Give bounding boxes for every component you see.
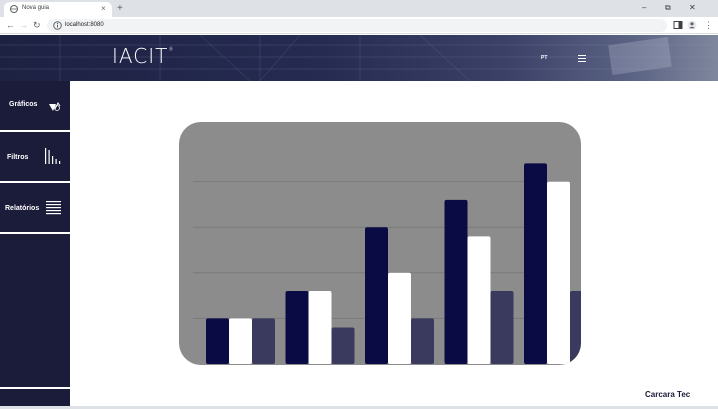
app-header: IACIT® PT xyxy=(0,35,718,81)
chart-bar[interactable] xyxy=(490,291,514,364)
browser-toolbar: ← → ↻ localhost:8080 ⋮ xyxy=(0,17,718,34)
sidebar-item-relatorios[interactable]: Relatórios xyxy=(0,183,70,234)
globe-icon xyxy=(10,5,18,13)
tab-title: Nova guia xyxy=(22,5,50,11)
sidebar-item-label: Filtros xyxy=(7,154,29,161)
forward-icon[interactable]: → xyxy=(19,20,28,30)
reload-icon[interactable]: ↻ xyxy=(33,20,41,30)
chart-bar[interactable] xyxy=(252,318,275,364)
chart-bar[interactable] xyxy=(524,163,547,364)
new-tab-button[interactable]: + xyxy=(117,3,123,14)
profile-icon[interactable] xyxy=(687,20,697,30)
chart-bar[interactable] xyxy=(308,291,332,364)
url-text: localhost:8080 xyxy=(65,22,104,28)
bar-chart-panel xyxy=(179,122,581,365)
chart-bar[interactable] xyxy=(570,291,581,364)
restore-icon[interactable]: ⧉ xyxy=(665,3,671,12)
chart-bar[interactable] xyxy=(388,272,411,364)
hamburger-menu-icon[interactable] xyxy=(578,55,586,62)
language-selector[interactable]: PT xyxy=(541,55,548,61)
sidebar-item-graficos[interactable]: Gráficos xyxy=(0,81,70,132)
filter-bars-icon xyxy=(45,148,61,164)
browser-menu-icon[interactable]: ⋮ xyxy=(704,20,713,30)
browser-tab[interactable]: Nova guia × xyxy=(4,2,112,17)
bottom-strip xyxy=(0,406,718,409)
footer-brand: Carcara Tec xyxy=(645,390,691,399)
sidebar: Gráficos Filtros Relatórios xyxy=(0,81,70,407)
chart-bar[interactable] xyxy=(365,227,388,364)
sidebar-item-filtros[interactable]: Filtros xyxy=(0,132,70,183)
logo-text: IACIT xyxy=(112,44,169,68)
browser-tab-bar: Nova guia × + – ⧉ ✕ xyxy=(0,0,718,17)
site-info-icon xyxy=(53,21,62,30)
chart-bar[interactable] xyxy=(285,291,309,364)
chart-bar[interactable] xyxy=(411,318,434,364)
minimize-icon[interactable]: – xyxy=(642,3,647,12)
bar-chart xyxy=(193,163,581,364)
chart-bar[interactable] xyxy=(206,318,229,364)
sidebar-divider xyxy=(0,387,70,389)
back-icon[interactable]: ← xyxy=(6,20,15,30)
registered-mark: ® xyxy=(168,47,175,53)
close-window-icon[interactable]: ✕ xyxy=(689,3,696,12)
chart-bar[interactable] xyxy=(229,318,252,364)
report-lines-icon xyxy=(46,201,61,215)
tab-close-icon[interactable]: × xyxy=(101,4,106,13)
address-bar[interactable]: localhost:8080 xyxy=(47,19,667,32)
chart-bar[interactable] xyxy=(444,199,468,364)
side-panel-icon[interactable] xyxy=(673,20,683,30)
chart-bar[interactable] xyxy=(331,327,355,364)
header-background-pattern xyxy=(0,35,718,81)
chart-bar[interactable] xyxy=(547,181,570,364)
sidebar-item-label: Relatórios xyxy=(5,205,40,212)
iacit-logo: IACIT® xyxy=(112,44,174,68)
chart-bar[interactable] xyxy=(467,236,491,364)
sidebar-item-label: Gráficos xyxy=(9,101,38,108)
chart-icon xyxy=(49,102,61,111)
